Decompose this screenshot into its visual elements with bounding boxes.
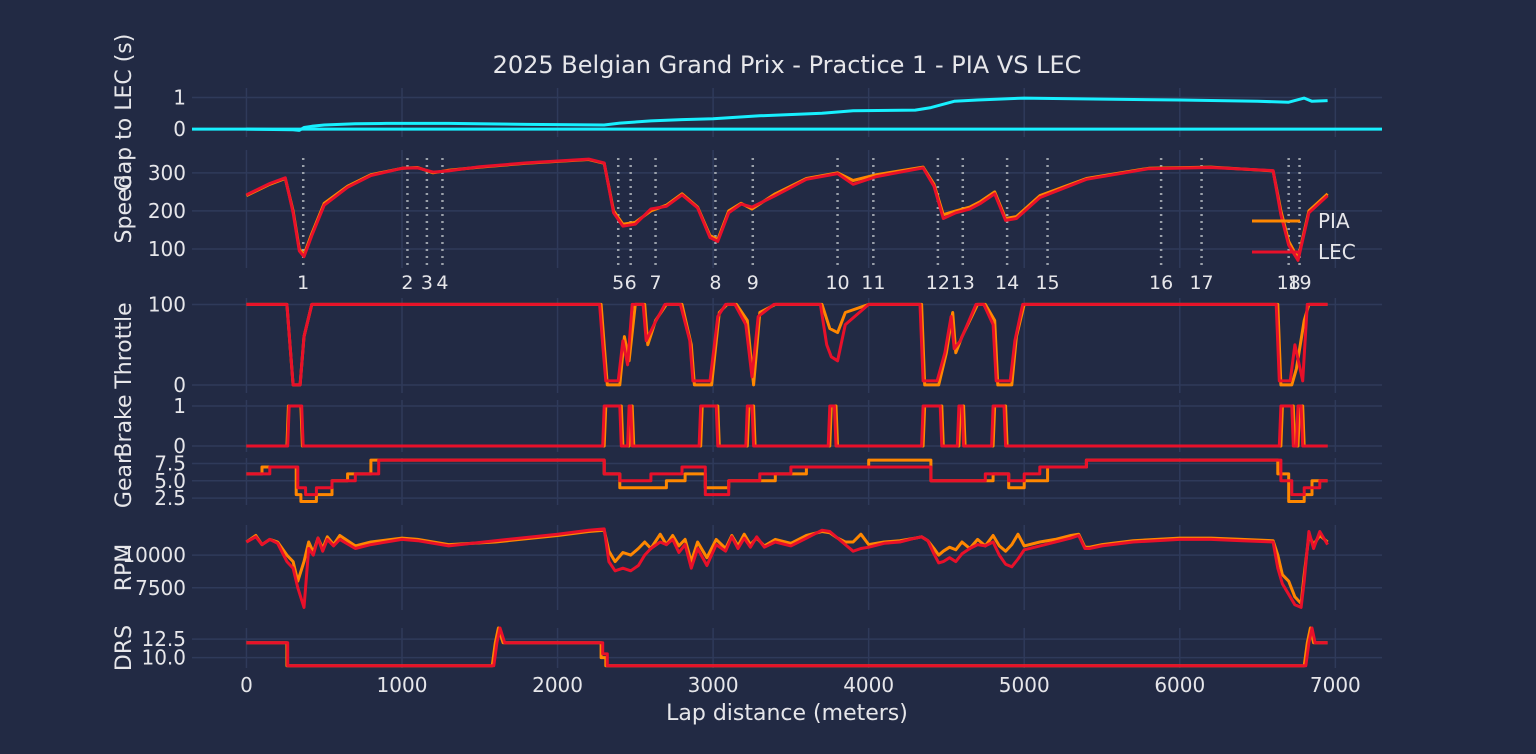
y-axis-label: Gear	[112, 454, 137, 508]
lec-series-line	[246, 458, 1328, 497]
x-tick-label: 6000	[1154, 673, 1205, 697]
y-tick-label: 100	[148, 292, 186, 316]
x-tick-label: 0	[240, 673, 253, 697]
y-tick-label: 0	[173, 117, 186, 141]
corner-label: 8	[709, 272, 721, 294]
lec-series-line	[246, 404, 1328, 448]
y-tick-label: 2.5	[154, 486, 186, 510]
y-axis-label: Throttle	[112, 302, 137, 389]
series-layer	[192, 96, 1382, 668]
y-axis-label: Brake	[112, 394, 137, 457]
y-tick-label: 300	[148, 161, 186, 185]
corner-label: 7	[650, 272, 662, 294]
y-tick-label: 5.0	[154, 469, 186, 493]
lec-series-line	[245, 157, 1329, 262]
y-tick-label: 12.5	[141, 627, 186, 651]
corner-label: 6	[625, 272, 637, 294]
y-tick-label: 1	[173, 394, 186, 418]
corner-label: 17	[1189, 272, 1213, 294]
y-tick-label: 7.5	[154, 452, 186, 476]
corner-label: 11	[861, 272, 885, 294]
y-axis-label: RPM	[112, 544, 137, 592]
corner-label: 16	[1149, 272, 1173, 294]
y-axis-label: Speed	[112, 175, 137, 244]
legend: PIA LEC	[1252, 209, 1356, 264]
x-tick-label: 7000	[1310, 673, 1361, 697]
x-tick-label: 2000	[532, 673, 583, 697]
legend-label: LEC	[1318, 240, 1356, 264]
x-tick-label: 3000	[688, 673, 739, 697]
y-tick-label: 10.0	[141, 646, 186, 670]
gap-series-line	[246, 96, 1328, 132]
y-tick-label: 100	[148, 237, 186, 261]
lec-series-line	[246, 626, 1328, 668]
lec-series-line	[246, 302, 1328, 387]
legend-label: PIA	[1318, 209, 1350, 233]
x-tick-label: 1000	[377, 673, 428, 697]
corner-label: 1	[297, 272, 309, 294]
x-axis-label: Lap distance (meters)	[666, 701, 908, 726]
corner-label: 3	[421, 272, 433, 294]
corner-label: 13	[951, 272, 975, 294]
corner-label: 12	[926, 272, 950, 294]
chart-title: 2025 Belgian Grand Prix - Practice 1 - P…	[493, 51, 1082, 79]
corner-label: 9	[747, 272, 759, 294]
y-tick-label: 7500	[135, 576, 186, 600]
corner-label: 14	[995, 272, 1019, 294]
corner-label: 2	[401, 272, 413, 294]
y-axis-label: Gap to LEC (s)	[112, 34, 137, 192]
lec-series-line	[245, 527, 1329, 609]
y-tick-label: 0	[173, 373, 186, 397]
y-tick-label: 10000	[122, 543, 186, 567]
corner-label: 10	[825, 272, 849, 294]
corner-label: 15	[1035, 272, 1059, 294]
x-tick-label: 4000	[843, 673, 894, 697]
corner-label: 18	[1277, 272, 1301, 294]
corner-label: 19	[1287, 272, 1311, 294]
y-tick-label: 0	[173, 434, 186, 458]
corner-label: 4	[436, 272, 448, 294]
y-axis-label: DRS	[112, 625, 137, 671]
x-tick-label: 5000	[999, 673, 1050, 697]
y-tick-label: 1	[173, 85, 186, 109]
corner-label: 5	[612, 272, 624, 294]
y-tick-label: 200	[148, 199, 186, 223]
